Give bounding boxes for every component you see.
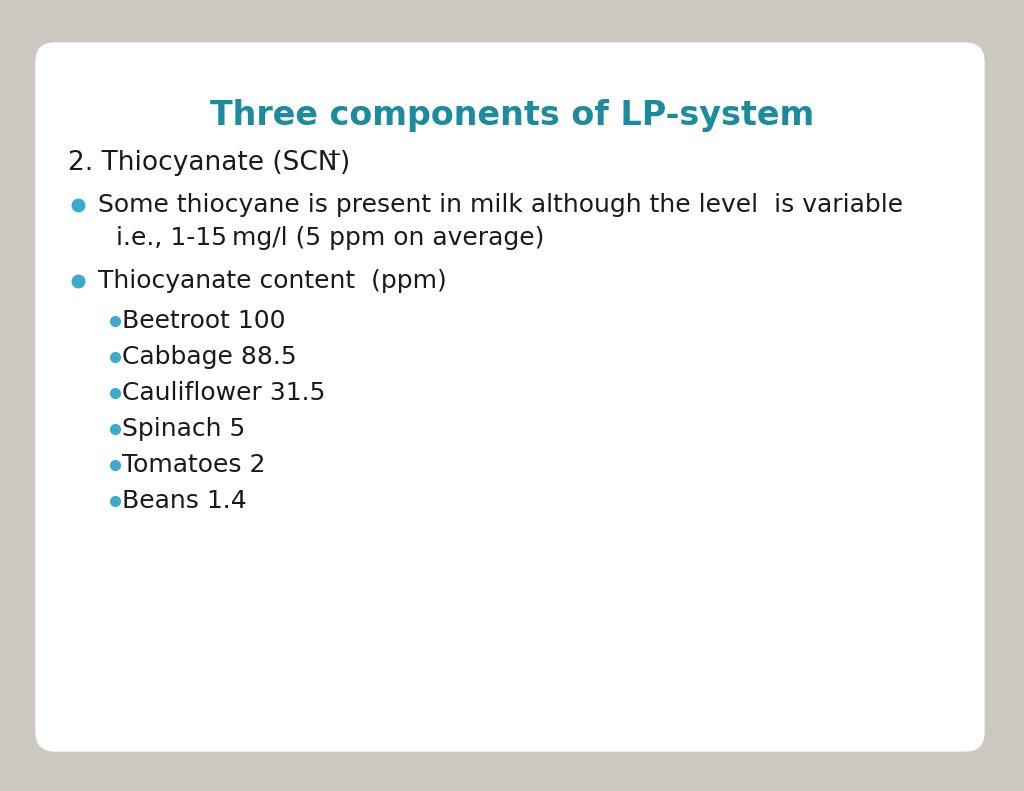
Text: Three components of LP-system: Three components of LP-system: [210, 99, 814, 131]
Text: Spinach 5: Spinach 5: [122, 417, 246, 441]
Text: ): ): [340, 150, 350, 176]
Text: i.e., 1-15 mg/l (5 ppm on average): i.e., 1-15 mg/l (5 ppm on average): [116, 226, 545, 250]
Text: Tomatoes 2: Tomatoes 2: [122, 453, 265, 477]
Text: 2. Thiocyanate (SCN: 2. Thiocyanate (SCN: [68, 150, 338, 176]
Text: Thiocyanate content  (ppm): Thiocyanate content (ppm): [98, 269, 446, 293]
FancyBboxPatch shape: [35, 42, 985, 752]
Text: Cabbage 88.5: Cabbage 88.5: [122, 345, 297, 369]
Text: Beetroot 100: Beetroot 100: [122, 309, 286, 333]
Text: Cauliflower 31.5: Cauliflower 31.5: [122, 381, 326, 405]
Text: Beans 1.4: Beans 1.4: [122, 489, 247, 513]
Text: Some thiocyane is present in milk although the level  is variable: Some thiocyane is present in milk althou…: [98, 193, 903, 217]
Text: −: −: [326, 146, 341, 164]
